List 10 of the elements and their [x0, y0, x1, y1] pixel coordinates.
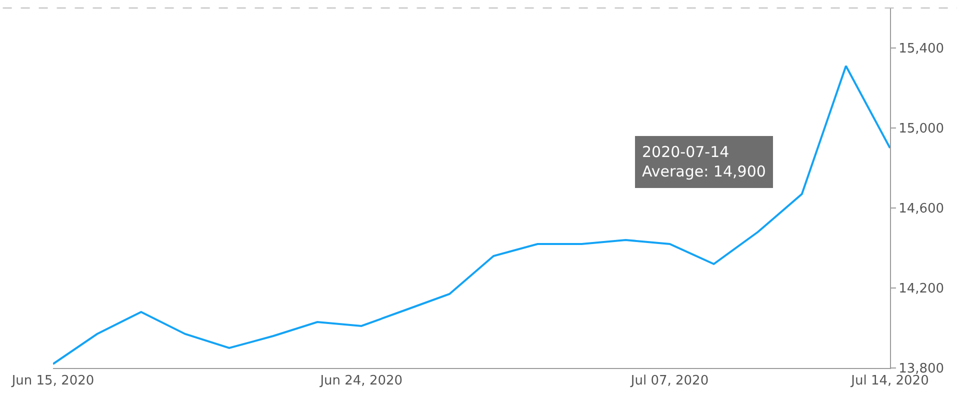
y-tick-label: 14,600	[898, 202, 944, 217]
y-tick-label: 15,000	[898, 122, 944, 137]
x-tick-label: Jun 15, 2020	[10, 374, 94, 389]
y-tick-label: 15,400	[898, 42, 944, 57]
line-series	[53, 65, 890, 365]
x-tick-label: Jul 07, 2020	[630, 374, 709, 389]
x-tick-label: Jun 24, 2020	[319, 374, 403, 389]
y-tick-label: 14,200	[898, 282, 944, 297]
annotation: 2020-07-14 Average: 14,900	[642, 143, 766, 180]
x-tick-label: Jul 14, 2020	[850, 374, 929, 389]
